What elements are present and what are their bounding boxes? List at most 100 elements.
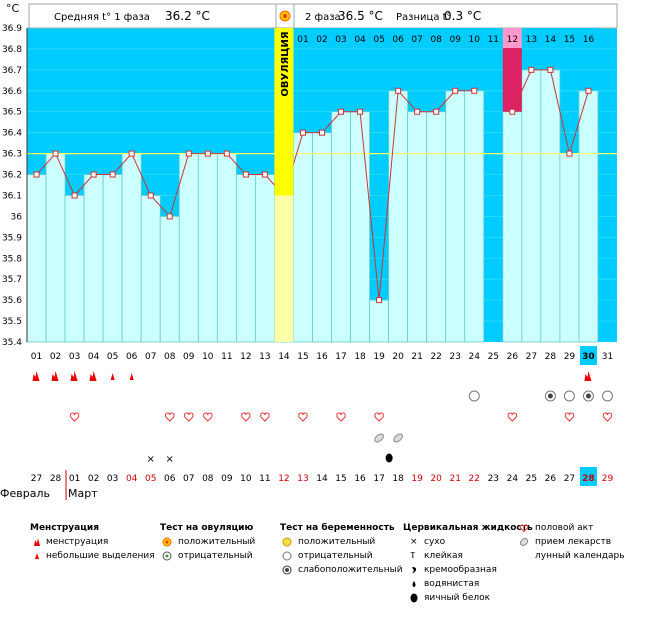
diff-label: Разница t° <box>396 12 452 23</box>
legend-lunar: лунный календарь <box>535 551 625 561</box>
y-tick-label: 35.5 <box>2 317 22 327</box>
menstruation-icon <box>32 371 40 381</box>
y-tick-label: 35.7 <box>2 275 22 285</box>
spotting-icon <box>129 373 134 380</box>
phase2-day-row: 01 02 03 04 05 06 07 08 09 10 11 12 13 14 15 16 <box>293 28 598 48</box>
temperature-bar <box>559 153 580 343</box>
heart-icon <box>374 412 384 422</box>
phase2-day-cell <box>407 28 427 48</box>
x-day-label: 10 <box>202 352 214 362</box>
x-day-label: 28 <box>545 352 557 362</box>
phase2-day-label: 01 <box>297 35 308 45</box>
temperature-point <box>261 171 268 178</box>
egg-white-icon <box>410 593 418 603</box>
temperature-bar <box>178 153 199 343</box>
temperature-bar <box>102 174 123 343</box>
temperature-point <box>33 171 40 178</box>
x-day-label: 25 <box>488 352 499 362</box>
chart-header: Средняя t° 1 фаза 36.2 °C 2 фаза 36.5 °C… <box>28 3 618 29</box>
diff-value: 0.3 °C <box>444 9 481 23</box>
calendar-date: 24 <box>507 474 519 484</box>
marker-rows: × × <box>32 371 613 465</box>
temperature-bar <box>350 111 370 343</box>
temperature-bar <box>159 215 180 343</box>
temperature-bar <box>502 111 523 343</box>
phase2-day-cell <box>521 28 541 48</box>
phase1-label: Средняя t° 1 фаза <box>54 12 150 23</box>
temperature-bar <box>121 153 142 343</box>
pregnancy-test-icon <box>563 390 575 402</box>
temperature-point <box>147 192 154 199</box>
x-day-label: 29 <box>564 352 576 362</box>
y-tick-label: 35.9 <box>2 233 22 243</box>
calendar-date: 02 <box>88 474 99 484</box>
x-day-label: 19 <box>373 352 385 362</box>
temperature-point <box>166 213 173 220</box>
legend-pregnancy-negative: отрицательный <box>298 551 373 561</box>
legend-spotting-item: небольшие выделения <box>46 551 155 561</box>
x-day-label: 23 <box>449 352 460 362</box>
egg-white-icon <box>385 453 393 463</box>
legend-menstruation-item: менструация <box>46 537 109 547</box>
calendar-date: 07 <box>183 474 194 484</box>
pregnancy-test-weak-icon <box>585 393 591 399</box>
phase2-day-cell <box>388 28 408 48</box>
temperature-bar <box>426 111 447 343</box>
sticky-icon: Ⲧ <box>410 551 416 561</box>
x-day-label: 14 <box>278 352 290 362</box>
x-day-label: 03 <box>69 352 80 362</box>
phase2-day-cell <box>540 28 560 48</box>
phase2-day-cell <box>502 28 522 48</box>
calendar-date: 05 <box>145 474 156 484</box>
calendar-date: 20 <box>430 474 442 484</box>
pill-icon <box>393 433 403 443</box>
x-day-label: 26 <box>507 352 519 362</box>
x-day-label: 22 <box>430 352 441 362</box>
temperature-bar <box>83 174 104 343</box>
calendar-date: 12 <box>278 474 289 484</box>
heart-icon <box>602 412 613 422</box>
y-tick-label: 35.4 <box>2 338 22 348</box>
temperature-bar <box>45 153 66 343</box>
phase2-day-label: 10 <box>469 35 481 45</box>
calendar-date: 28 <box>582 474 595 484</box>
today-highlight <box>579 346 597 365</box>
dry-icon: × <box>410 537 418 547</box>
calendar-date: 26 <box>545 474 557 484</box>
y-tick-label: 36.1 <box>2 191 22 201</box>
temperature-point <box>299 129 306 136</box>
temperature-point <box>319 129 325 136</box>
x-day-label: 24 <box>469 352 481 362</box>
phase2-day-cell <box>312 28 332 48</box>
calendar-date: 23 <box>488 474 499 484</box>
phase2-day-label: 04 <box>354 35 366 45</box>
pregnancy-test-icon <box>601 390 613 402</box>
phase2-day-label: 08 <box>430 35 442 45</box>
heart-icon <box>298 412 308 422</box>
calendar-date: 15 <box>335 474 346 484</box>
x-day-label: 31 <box>602 352 613 362</box>
ovulation-column-lower <box>274 195 294 342</box>
calendar-date: 16 <box>354 474 366 484</box>
legend-intercourse: половой акт <box>535 523 594 533</box>
phase2-day-label: 13 <box>526 35 537 45</box>
temperature-bar <box>235 174 256 343</box>
x-day-label: 09 <box>183 352 195 362</box>
calendar-date: 06 <box>164 474 176 484</box>
legend-cervical-watery: водянистая <box>424 579 480 589</box>
ovulation-label: ОВУЛЯЦИЯ <box>280 31 291 96</box>
y-tick-label: 36.8 <box>2 45 22 55</box>
calendar-date: 13 <box>297 474 308 484</box>
x-day-label: 20 <box>392 352 404 362</box>
pill-icon <box>519 538 529 546</box>
temperature-bar <box>26 174 47 343</box>
temperature-bar <box>464 90 485 343</box>
temperature-bar <box>216 153 237 343</box>
temperature-point <box>433 108 440 115</box>
temperature-point <box>585 87 592 94</box>
phase2-value: 36.5 °C <box>338 9 383 23</box>
temperature-point <box>109 171 116 178</box>
temperature-line-segment <box>36 89 475 301</box>
x-day-label: 21 <box>411 352 422 362</box>
